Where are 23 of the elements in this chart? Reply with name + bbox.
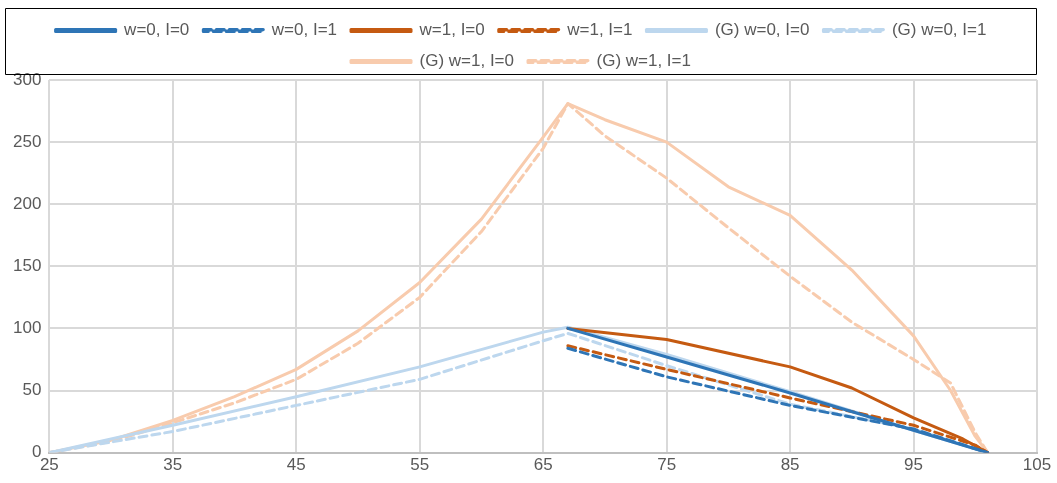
x-tick-label: 25 — [39, 455, 59, 475]
y-tick-label: 0 — [31, 442, 42, 462]
x-tick-label: 35 — [163, 455, 183, 475]
legend-label: w=0, I=1 — [270, 20, 338, 40]
x-tick-label: 45 — [286, 455, 306, 475]
x-tick-label: 95 — [904, 455, 924, 475]
y-tick-label: 250 — [12, 131, 42, 151]
y-tick-label: 50 — [22, 380, 42, 400]
legend-label: (G) w=0, I=1 — [891, 20, 987, 40]
legend-label: w=1, I=1 — [566, 20, 633, 40]
y-tick-label: 100 — [12, 318, 42, 338]
y-tick-label: 150 — [12, 255, 42, 275]
legend-label: (G) w=1, I=1 — [596, 51, 691, 71]
legend-label: (G) w=0, I=0 — [714, 20, 810, 40]
legend-label: (G) w=1, I=0 — [419, 51, 514, 71]
x-tick-label: 65 — [533, 455, 553, 475]
legend-label: w=1, I=0 — [418, 20, 485, 40]
x-tick-label: 75 — [657, 455, 677, 475]
x-tick-label: 55 — [410, 455, 430, 475]
y-tick-label: 200 — [12, 193, 42, 213]
x-tick-label: 85 — [780, 455, 800, 475]
legend-label: w=0, I=0 — [123, 20, 190, 40]
x-tick-label: 105 — [1022, 455, 1052, 475]
